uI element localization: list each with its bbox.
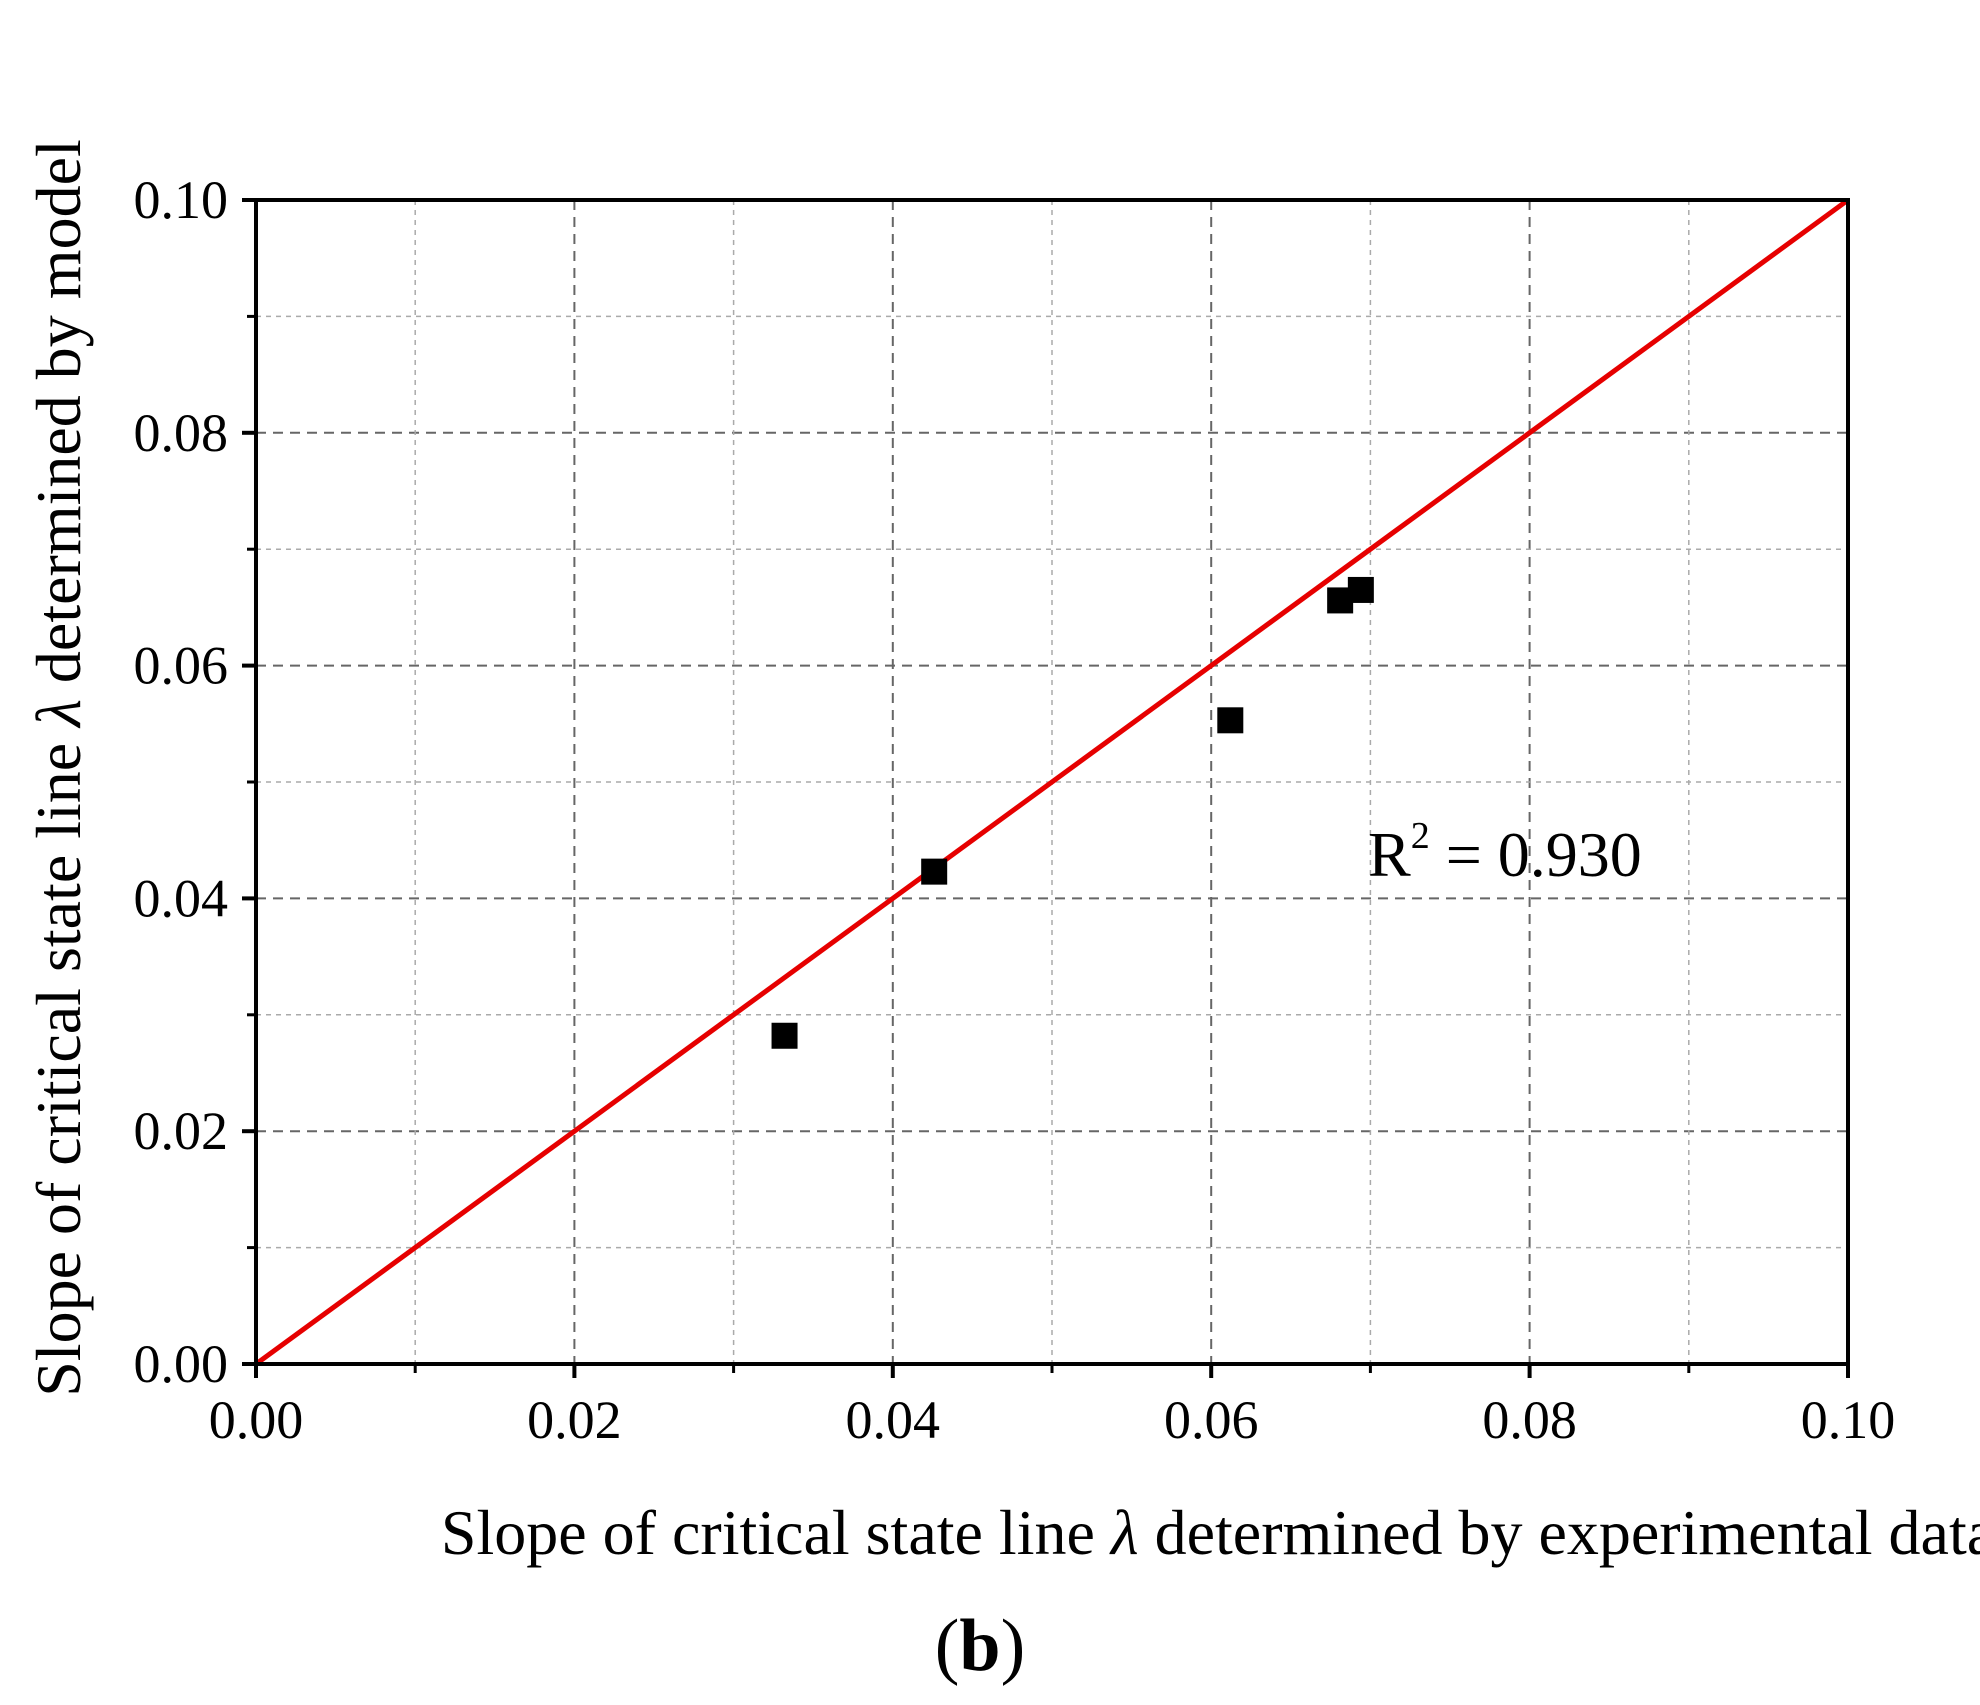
- y-axis-title: Slope of critical state line λ determine…: [23, 139, 94, 1397]
- x-tick-labels: 0.00 0.02 0.04 0.06 0.08 0.10: [209, 1390, 1896, 1450]
- y-tick-label: 0.06: [134, 636, 229, 696]
- y-tick-label: 0.02: [134, 1101, 229, 1161]
- y-tick-label: 0.04: [134, 868, 229, 928]
- y-tick-label: 0.00: [134, 1334, 229, 1394]
- panel-label-letter: b: [959, 1605, 1000, 1687]
- panel-label: (b): [935, 1605, 1025, 1687]
- y-tick-labels: 0.00 0.02 0.04 0.06 0.08 0.10: [134, 170, 229, 1394]
- panel-label-open: (: [935, 1605, 960, 1687]
- data-point-square: [1347, 576, 1374, 603]
- x-axis-lambda-symbol: λ: [1109, 1497, 1139, 1568]
- grid: [256, 200, 1848, 1364]
- axis-ticks: [242, 198, 1850, 1378]
- x-tick-label: 0.00: [209, 1390, 304, 1450]
- r-squared-base: R: [1368, 819, 1411, 890]
- data-point-square: [1217, 707, 1244, 734]
- data-points: [771, 576, 1374, 1049]
- r-squared-value: = 0.930: [1430, 819, 1642, 890]
- y-axis-lambda-symbol: λ: [23, 699, 94, 729]
- x-axis-title-prefix: Slope of critical state line: [441, 1497, 1095, 1568]
- y-tick-label: 0.08: [134, 403, 229, 463]
- x-tick-label: 0.06: [1164, 1390, 1259, 1450]
- panel-label-close: ): [1001, 1605, 1026, 1687]
- x-tick-label: 0.04: [846, 1390, 941, 1450]
- y-axis-title-prefix: Slope of critical state line: [23, 743, 94, 1397]
- x-axis-title: Slope of critical state line λ determine…: [441, 1497, 1980, 1568]
- x-tick-label: 0.10: [1801, 1390, 1896, 1450]
- x-tick-label: 0.02: [527, 1390, 622, 1450]
- data-point-square: [771, 1022, 798, 1049]
- r-squared-annotation: R2 = 0.930: [1368, 815, 1642, 890]
- reference-line-1to1: [254, 197, 1850, 1367]
- x-tick-label: 0.08: [1482, 1390, 1577, 1450]
- r-squared-superscript: 2: [1411, 815, 1430, 857]
- data-point-square: [921, 858, 948, 885]
- x-axis-title-suffix: determined by experimental data: [1155, 1497, 1980, 1568]
- y-axis-title-suffix: determined by model: [23, 139, 94, 683]
- y-tick-label: 0.10: [134, 170, 229, 230]
